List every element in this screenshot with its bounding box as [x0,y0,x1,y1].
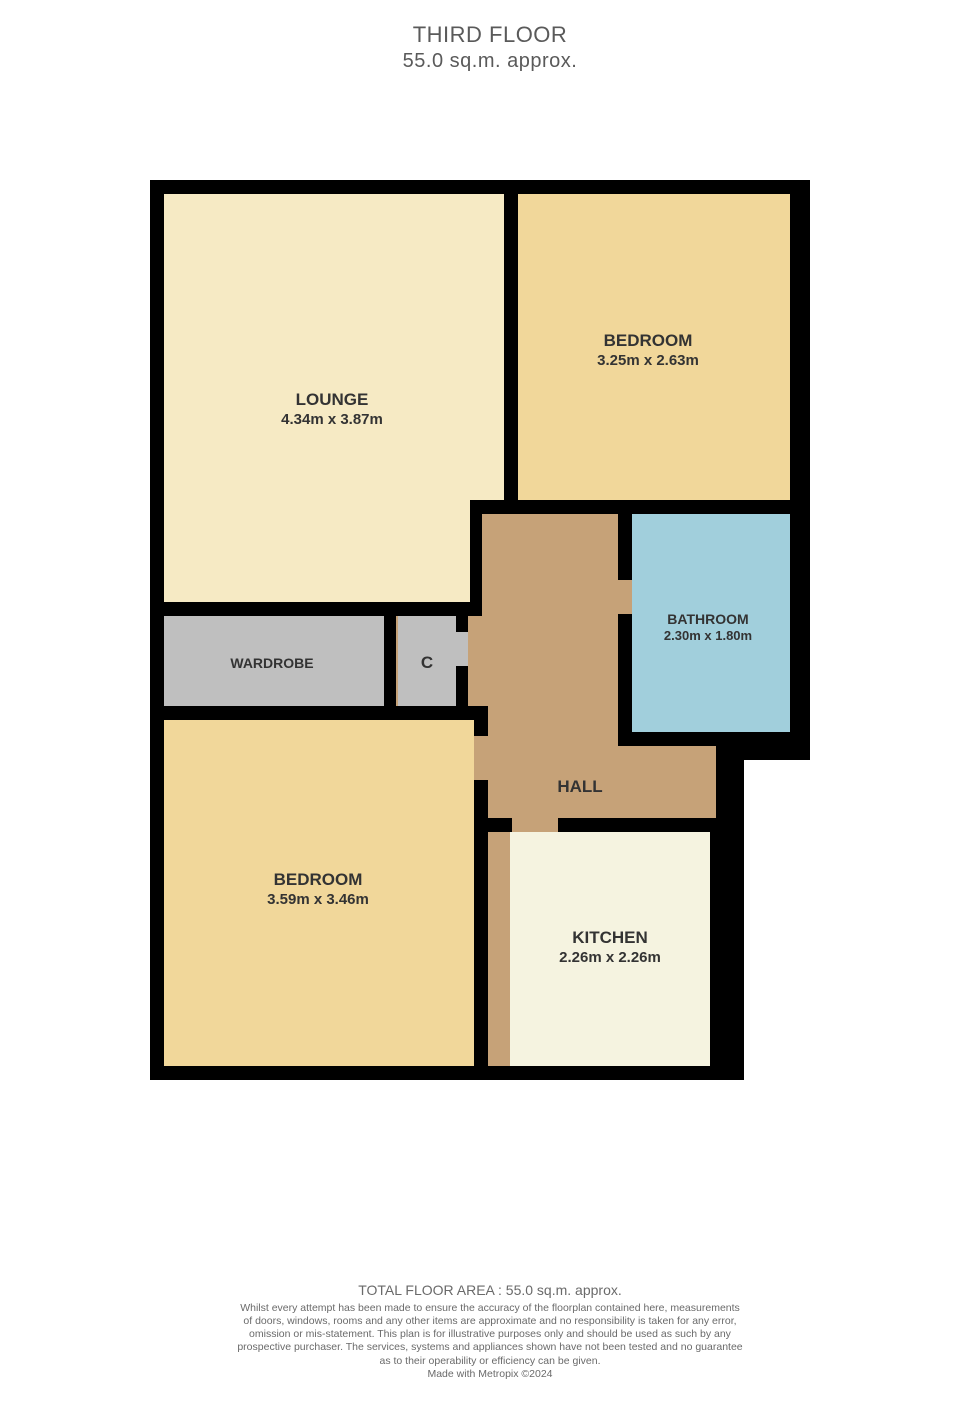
label-bed1: BEDROOM [604,331,693,350]
total-area: TOTAL FLOOR AREA : 55.0 sq.m. approx. [0,1282,980,1298]
title-block: THIRD FLOOR 55.0 sq.m. approx. [0,22,980,73]
floorplan: LOUNGE 4.34m x 3.87m BEDROOM 3.25m x 2.63m B… [150,180,810,1080]
dim-kitchen: 2.26m x 2.26m [559,949,661,966]
dim-bath: 2.30m x 1.80m [664,628,752,643]
label-bath: BATHROOM [667,611,748,627]
label-bed2: BEDROOM [274,870,363,889]
subtitle: 55.0 sq.m. approx. [0,50,980,73]
disclaimer: Whilst every attempt has been made to en… [0,1302,980,1381]
label-lounge: LOUNGE [296,390,369,409]
label-kitchen: KITCHEN [572,928,648,947]
footer: TOTAL FLOOR AREA : 55.0 sq.m. approx. Wh… [0,1282,980,1381]
dim-lounge: 4.34m x 3.87m [281,411,383,428]
dim-bed1: 3.25m x 2.63m [597,352,699,369]
page: THIRD FLOOR 55.0 sq.m. approx. LOUNGE 4.3… [0,0,980,1403]
title: THIRD FLOOR [0,22,980,48]
label-cupboard: C [421,653,433,672]
label-hall: HALL [557,777,602,796]
label-wardrobe: WARDROBE [230,655,313,671]
dim-bed2: 3.59m x 3.46m [267,891,369,908]
